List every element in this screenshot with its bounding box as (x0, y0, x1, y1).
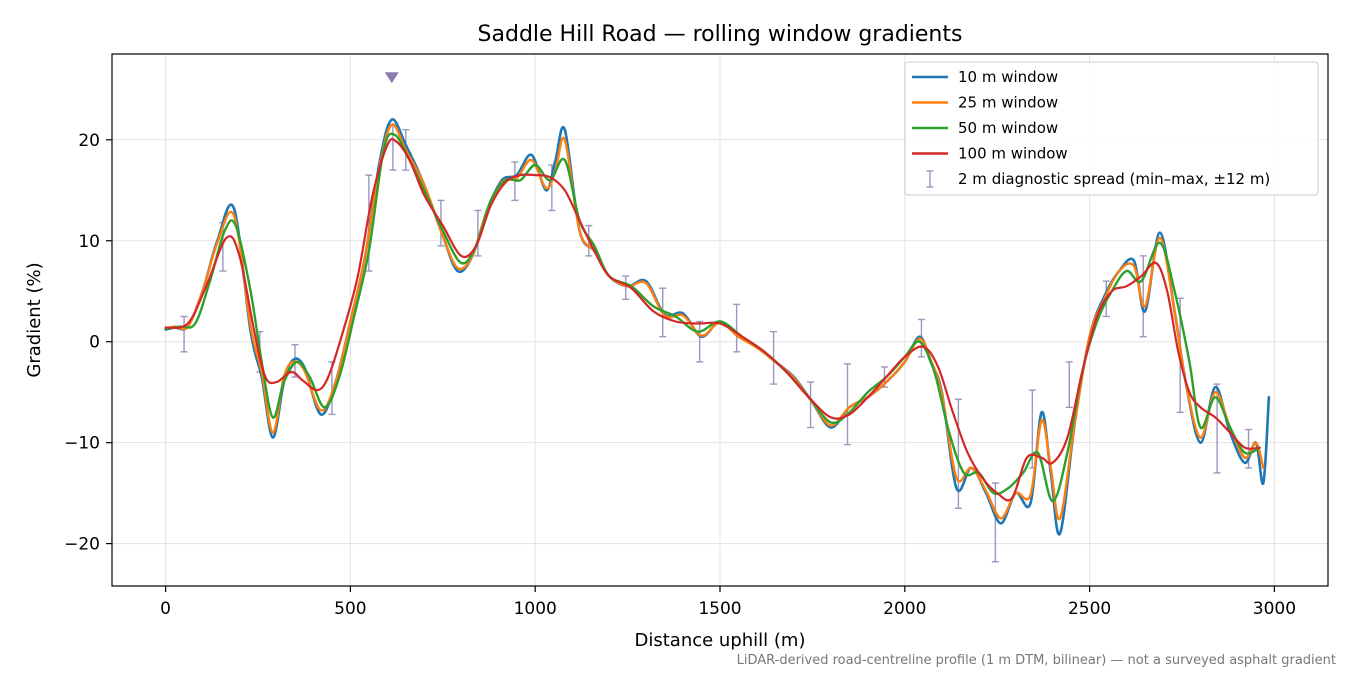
legend-item: 50 m window (912, 119, 1058, 137)
errorbar (770, 330, 778, 385)
errorbar (696, 320, 704, 363)
series-line-4 (164, 137, 1261, 502)
legend-item: 25 m window (912, 94, 1058, 112)
y-tick-label: −20 (64, 535, 100, 555)
x-tick-label: 1500 (698, 599, 741, 619)
errorbar (733, 303, 741, 353)
errorbar (622, 275, 630, 301)
x-tick-label: 1000 (514, 599, 557, 619)
footnote: LiDAR-derived road-centreline profile (1… (737, 653, 1336, 668)
x-tick-label: 500 (334, 599, 366, 619)
legend-box (904, 61, 1319, 196)
legend-label: 50 m window (958, 119, 1058, 137)
legend-label: 25 m window (958, 94, 1058, 112)
peak-marker (384, 72, 399, 84)
y-tick-label: 20 (78, 131, 100, 151)
errorbar (807, 381, 815, 429)
y-axis-label: Gradient (%) (24, 262, 45, 377)
chart-title: Saddle Hill Road — rolling window gradie… (478, 22, 963, 47)
y-axis-ticks: −20 −10 0 10 20 (64, 131, 112, 555)
y-tick-label: 0 (89, 333, 100, 353)
legend-label: 2 m diagnostic spread (min–max, ±12 m) (958, 170, 1270, 188)
errorbar (991, 482, 999, 563)
peak-marker-group (384, 72, 399, 84)
y-tick-label: 10 (78, 232, 100, 252)
legend-item: 2 m diagnostic spread (min–max, ±12 m) (926, 170, 1270, 188)
legend: 10 m window 25 m window 50 m window 100 m w… (904, 61, 1319, 196)
grid (112, 54, 1328, 586)
x-tick-label: 2000 (883, 599, 926, 619)
x-tick-label: 2500 (1068, 599, 1111, 619)
x-axis-ticks: 0 500 1000 1500 2000 2500 3000 (160, 586, 1296, 619)
errorbar (1139, 255, 1147, 338)
legend-item: 10 m window (912, 68, 1058, 86)
x-tick-label: 0 (160, 599, 171, 619)
errorbar (180, 315, 188, 353)
x-tick-label: 3000 (1253, 599, 1296, 619)
y-tick-label: −10 (64, 434, 100, 454)
errorbar (474, 209, 482, 257)
legend-label: 100 m window (958, 145, 1068, 163)
x-axis-label: Distance uphill (m) (635, 630, 806, 651)
legend-item: 100 m window (912, 145, 1068, 163)
legend-label: 10 m window (958, 68, 1058, 86)
errorbar (1065, 361, 1073, 409)
errorbar (844, 363, 852, 446)
series-lines (164, 118, 1271, 536)
